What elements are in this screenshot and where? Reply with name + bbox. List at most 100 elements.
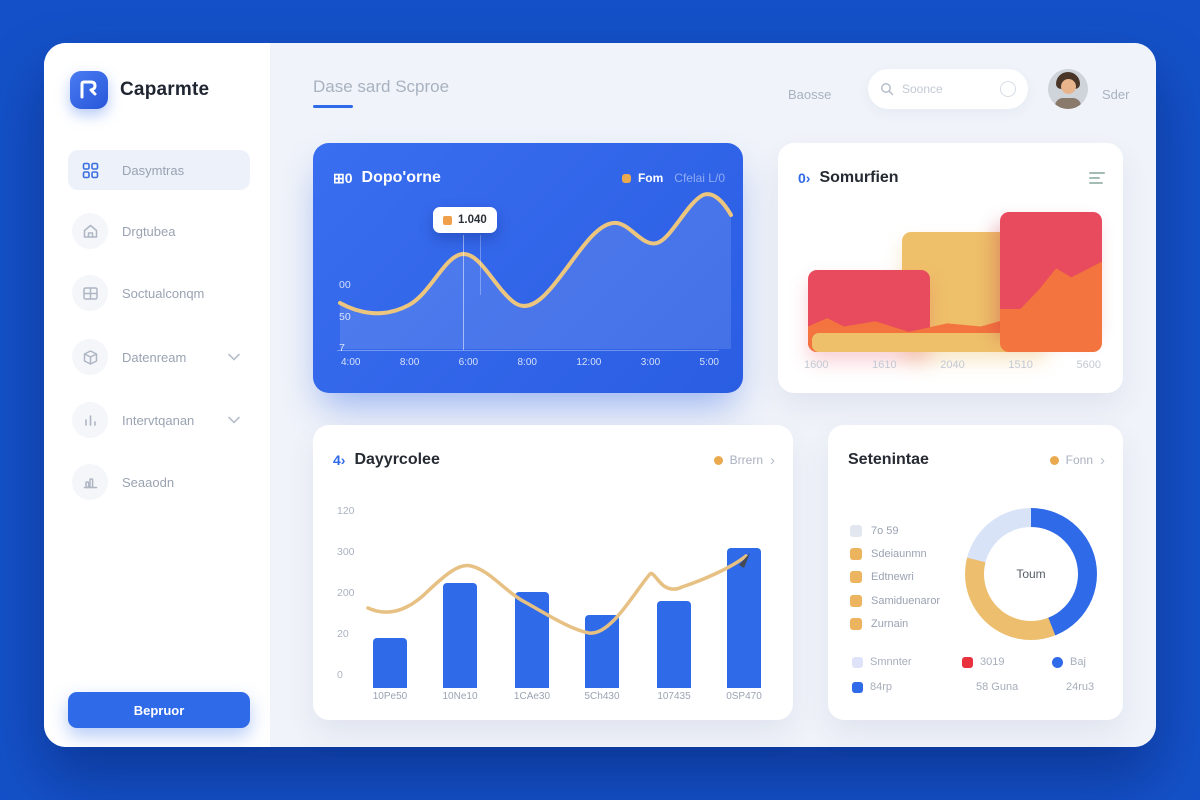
legend-label: Fonn: [1065, 453, 1093, 467]
legend-swatch: [962, 656, 973, 668]
sidebar-item-label: Drgtubea: [122, 223, 176, 239]
legend-item[interactable]: 3019: [962, 656, 1004, 668]
tooltip-guide-line: [463, 235, 464, 350]
sidebar-item-dashboard[interactable]: Dasymtras: [68, 150, 250, 190]
bar[interactable]: [443, 583, 477, 688]
card-donut: Setenintae Fonn › 7o 59 Sdeiaunmn: [828, 425, 1123, 720]
x-tick: 12:00: [576, 357, 602, 368]
sidebar-item-levels[interactable]: Intervtqanan: [68, 400, 250, 440]
y-tick: 0: [337, 669, 343, 681]
category-swatch: [850, 524, 862, 537]
dashboard-grid-icon: [72, 152, 108, 188]
sidebar-item-reports[interactable]: Seaaodn: [68, 462, 250, 502]
table-icon: [72, 275, 108, 311]
sidebar: Caparmte Dasymtras Drgtubea Soctualconqm: [44, 43, 270, 747]
card-title: Somurfien: [819, 169, 899, 186]
y-tick: 50: [339, 311, 351, 323]
brand-logo-icon: [70, 71, 108, 109]
list-item[interactable]: Zurnain: [850, 613, 940, 636]
donut-chart[interactable]: Toum: [965, 508, 1097, 640]
x-tick: 1610: [872, 359, 897, 371]
legend-label: 84rp: [870, 681, 893, 693]
tab-underline: [313, 105, 353, 108]
brand: Caparmte: [70, 71, 209, 109]
category-label: Edtnewri: [871, 571, 914, 584]
x-tick: 5Ch430: [584, 691, 620, 702]
chevron-right-icon[interactable]: ›: [770, 451, 775, 469]
y-tick: 7: [339, 342, 345, 354]
tooltip-dot: [443, 215, 452, 225]
card-title: Dayyrcolee: [354, 451, 440, 468]
sidebar-item-label: Seaaodn: [122, 474, 175, 490]
legend-label: Baj: [1070, 656, 1086, 668]
tooltip-value: 1.040: [458, 214, 487, 226]
card-overview-line: ⊞0 Dopo'orne Fom Cfelai L/0 1.040 00 50: [313, 143, 743, 393]
category-swatch: [850, 571, 862, 584]
x-tick: 8:00: [517, 357, 537, 368]
tooltip-guide-line: [480, 235, 481, 295]
x-tick: 107435: [657, 691, 691, 702]
legend-label: 24ru3: [1066, 681, 1095, 693]
x-tick: 1510: [1008, 359, 1033, 371]
legend-item[interactable]: Baj: [1052, 656, 1086, 668]
x-tick: 3:00: [640, 357, 661, 368]
card-title: Setenintae: [848, 451, 929, 468]
x-axis-line: [337, 350, 719, 351]
list-item[interactable]: Sdeiaunmn: [850, 542, 940, 565]
bar[interactable]: [373, 638, 407, 688]
legend-swatch: [852, 656, 863, 668]
tab-active[interactable]: Dase sard Scproe: [313, 77, 450, 96]
card-icon: 0›: [798, 170, 811, 186]
legend-item[interactable]: Smnnter: [852, 656, 912, 668]
category-label: Samiduenaror: [871, 594, 941, 607]
search-icon: [880, 82, 894, 96]
menu-icon[interactable]: [1089, 172, 1105, 184]
category-label: Zurnain: [871, 618, 909, 631]
card-grid-blocks: 0› Somurfien 1600 1610 2040 1510 5600: [778, 143, 1123, 393]
chevron-right-icon[interactable]: ›: [1100, 451, 1105, 469]
list-item[interactable]: 7o 59: [850, 519, 940, 542]
sidebar-item-home[interactable]: Drgtubea: [68, 211, 250, 251]
y-tick: 300: [337, 546, 355, 558]
legend-label: 3019: [980, 656, 1005, 668]
sidebar-item-label: Intervtqanan: [122, 412, 195, 428]
x-axis-ticks: 4:00 8:00 6:00 8:00 12:00 3:00 5:00: [313, 357, 743, 368]
x-tick: 10Ne10: [442, 691, 478, 702]
category-swatch: [850, 594, 862, 607]
sidebar-cta-button[interactable]: Bepruor: [68, 692, 250, 728]
header-label: Baosse: [788, 87, 832, 102]
donut-center-label: Toum: [1016, 567, 1046, 581]
search-box[interactable]: [868, 69, 1028, 109]
legend-secondary[interactable]: Cfelai L/0: [674, 171, 725, 185]
legend-item[interactable]: 84rp: [852, 681, 892, 693]
search-clear-icon[interactable]: [1000, 81, 1016, 97]
bar[interactable]: [585, 615, 619, 688]
list-item[interactable]: Samiduenaror: [850, 589, 940, 612]
y-tick: 200: [337, 587, 355, 599]
user-avatar[interactable]: [1048, 69, 1088, 109]
chevron-down-icon[interactable]: [228, 353, 240, 361]
trend-line: [366, 553, 750, 635]
sidebar-item-data[interactable]: Datenream: [68, 337, 250, 377]
x-tick: 5600: [1076, 359, 1101, 371]
chart-tooltip: 1.040: [433, 207, 497, 233]
x-tick: 1CAe30: [513, 691, 551, 702]
x-tick: 1600: [804, 359, 829, 371]
search-input[interactable]: [902, 82, 992, 96]
x-tick: 10Pe50: [372, 691, 408, 702]
block-yellow-strip: [812, 333, 1046, 352]
sidebar-item-label: Soctualconqm: [122, 285, 205, 301]
bar[interactable]: [657, 601, 691, 688]
card-icon: 4›: [333, 452, 346, 468]
legend-item[interactable]: 58 Guna: [958, 681, 1018, 693]
y-tick: 00: [339, 279, 351, 291]
sidebar-item-tables[interactable]: Soctualconqm: [68, 273, 250, 313]
legend-item[interactable]: 24ru3: [1048, 681, 1094, 693]
brand-name: Caparmte: [120, 79, 210, 100]
bar[interactable]: [727, 548, 761, 688]
list-item[interactable]: Edtnewri: [850, 566, 940, 589]
x-tick: 6:00: [458, 357, 479, 368]
legend-dot: [713, 455, 723, 465]
donut-category-list: 7o 59 Sdeiaunmn Edtnewri Samiduenaror Zu…: [850, 519, 940, 636]
chevron-down-icon[interactable]: [228, 416, 240, 424]
